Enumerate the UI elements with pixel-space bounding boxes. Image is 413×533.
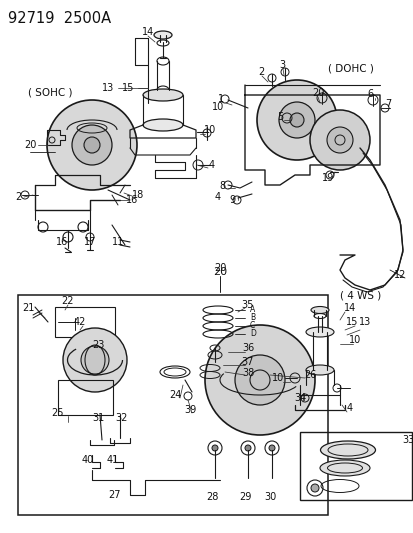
Ellipse shape [310, 306, 328, 313]
Bar [299, 432, 411, 500]
Bar [58, 380, 113, 415]
Text: 1: 1 [217, 94, 223, 104]
Bar [18, 295, 327, 515]
Ellipse shape [154, 31, 171, 39]
Text: 8: 8 [218, 181, 225, 191]
Circle shape [256, 80, 336, 160]
Text: 37: 37 [241, 357, 254, 367]
Circle shape [309, 110, 369, 170]
Circle shape [47, 100, 137, 190]
Text: 3: 3 [278, 60, 285, 70]
Text: 2: 2 [15, 192, 21, 202]
Text: 35: 35 [241, 300, 254, 310]
Text: 17: 17 [83, 237, 96, 247]
Text: 16: 16 [56, 237, 68, 247]
Text: C: C [249, 321, 255, 330]
Text: 20: 20 [212, 267, 226, 277]
Text: 10: 10 [203, 125, 216, 135]
Text: 20: 20 [213, 263, 225, 273]
Text: 10: 10 [211, 102, 223, 112]
Text: 29: 29 [238, 492, 251, 502]
Circle shape [211, 445, 218, 451]
Text: ( DOHC ): ( DOHC ) [327, 63, 373, 73]
Text: 11: 11 [112, 237, 124, 247]
Text: 31: 31 [92, 413, 104, 423]
Text: 20: 20 [24, 140, 36, 150]
Text: 27: 27 [109, 490, 121, 500]
Bar [55, 307, 115, 337]
Circle shape [235, 355, 284, 405]
Text: 22: 22 [62, 296, 74, 306]
Text: 4: 4 [346, 403, 352, 413]
Ellipse shape [320, 441, 375, 459]
Text: B: B [249, 313, 254, 322]
Text: A: A [249, 305, 255, 314]
Text: 18: 18 [132, 190, 144, 200]
Circle shape [244, 445, 250, 451]
Ellipse shape [142, 119, 183, 131]
Ellipse shape [305, 365, 333, 375]
Text: 33: 33 [401, 435, 413, 445]
Circle shape [310, 484, 318, 492]
Circle shape [204, 325, 314, 435]
Text: 4: 4 [214, 192, 221, 202]
Text: 14: 14 [142, 27, 154, 37]
Text: 20: 20 [311, 88, 323, 98]
Text: 2: 2 [257, 67, 263, 77]
Text: 30: 30 [263, 492, 275, 502]
Text: 39: 39 [183, 405, 196, 415]
Circle shape [63, 328, 127, 392]
Text: 7: 7 [384, 99, 390, 109]
Text: 28: 28 [205, 492, 218, 502]
Ellipse shape [319, 460, 369, 476]
Text: 42: 42 [74, 317, 86, 327]
Text: ( SOHC ): ( SOHC ) [28, 87, 72, 97]
Text: ( 4 WS ): ( 4 WS ) [339, 290, 380, 300]
Text: 21: 21 [22, 303, 34, 313]
Circle shape [326, 127, 352, 153]
Text: 6: 6 [366, 89, 372, 99]
Circle shape [289, 113, 303, 127]
Text: 19: 19 [321, 173, 333, 183]
Text: 5: 5 [276, 112, 282, 122]
Circle shape [81, 346, 109, 374]
Text: 25: 25 [52, 408, 64, 418]
Text: 24: 24 [169, 390, 181, 400]
Text: 15: 15 [345, 317, 357, 327]
Text: 14: 14 [343, 303, 355, 313]
Text: 12: 12 [393, 270, 405, 280]
Text: 34: 34 [293, 393, 305, 403]
Text: 92719  2500A: 92719 2500A [8, 11, 111, 26]
Text: 10: 10 [271, 373, 283, 383]
Text: 41: 41 [107, 455, 119, 465]
Text: 13: 13 [102, 83, 114, 93]
Text: 13: 13 [358, 317, 370, 327]
Text: D: D [249, 329, 255, 338]
Text: 40: 40 [82, 455, 94, 465]
Text: 26: 26 [303, 370, 316, 380]
Circle shape [72, 125, 112, 165]
Text: 36: 36 [241, 343, 254, 353]
Ellipse shape [305, 327, 333, 337]
Text: 16: 16 [126, 195, 138, 205]
Text: 10: 10 [348, 335, 360, 345]
Text: 9: 9 [228, 195, 235, 205]
Text: 38: 38 [241, 368, 254, 378]
Text: 4: 4 [209, 160, 214, 170]
Text: 15: 15 [121, 83, 134, 93]
Text: 23: 23 [92, 340, 104, 350]
Circle shape [278, 102, 314, 138]
Circle shape [84, 137, 100, 153]
Ellipse shape [142, 89, 183, 101]
Text: 32: 32 [116, 413, 128, 423]
Circle shape [268, 445, 274, 451]
